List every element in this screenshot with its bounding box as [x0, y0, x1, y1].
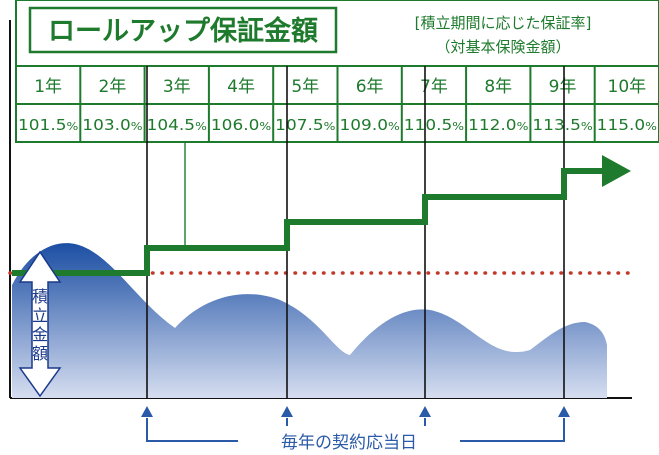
subtitle-line1: [積立期間に応じた保証率] [415, 14, 592, 32]
guarantee-rate-table: 1年 101.5 % 2年 103.0 % 3年 104.5 % 4年 106.0 % 5年 107.5%… [15, 65, 659, 143]
rate-cell: 106.0% [211, 116, 271, 134]
rate-value: 104.5 [147, 116, 195, 134]
year-cell: 6年 [356, 77, 384, 97]
year-cell: 2年 [99, 77, 127, 97]
rate-value: 110.5 [404, 116, 452, 134]
year-cell: 5年 [291, 77, 319, 97]
rate-value: 115.0 [597, 116, 645, 134]
guarantee-step-line [12, 168, 603, 276]
accumulated-amount-arrow [18, 250, 62, 398]
rate-unit: % [324, 120, 336, 133]
rate-unit: % [66, 120, 78, 133]
rate-cell: 101.5% [18, 116, 78, 134]
rate-cell: 104.5% [147, 116, 207, 134]
year-cell: 9年 [549, 77, 577, 97]
rate-value: 112.0 [468, 116, 516, 134]
accumulated-value-wave [12, 243, 607, 398]
year-cell: 8年 [484, 77, 512, 97]
title-box [28, 6, 338, 54]
year-cell: 7年 [420, 77, 448, 97]
rate-unit: % [645, 120, 657, 133]
year-cell: 10年 [608, 77, 647, 97]
rate-unit: % [259, 120, 271, 133]
accumulated-amount-char: 金 [32, 325, 48, 344]
anniversary-marker-icon [141, 406, 153, 417]
rate-cell: 103.0% [82, 116, 142, 134]
rate-value: 107.5 [275, 116, 323, 134]
rate-value: 106.0 [211, 116, 259, 134]
anniversary-marker-icon [558, 406, 570, 417]
up-down-arrow-icon [18, 250, 62, 398]
rate-value: 109.0 [340, 116, 388, 134]
anniversary-marker-icon [419, 406, 431, 417]
rate-unit: % [517, 120, 529, 133]
rate-cell: 115.0% [597, 116, 657, 134]
rate-cell: 109.0% [340, 116, 400, 134]
rate-cell: 110.5% [404, 116, 464, 134]
year-cell: 3年 [163, 77, 191, 97]
rate-cell: 113.5% [532, 116, 592, 134]
accumulated-amount-char: 額 [32, 344, 48, 363]
rate-unit: % [195, 120, 207, 133]
anniversary-marker-icon [281, 406, 293, 417]
title: ロールアップ保証金額 [48, 15, 318, 47]
rate-cell: 112.0% [468, 116, 528, 134]
rate-value: 113.5 [532, 116, 580, 134]
rate-value: 103.0 [82, 116, 130, 134]
year-cell: 1年 [34, 77, 62, 97]
year-cell: 4年 [227, 77, 255, 97]
anniversary-bracket [146, 418, 565, 442]
rate-unit: % [388, 120, 400, 133]
rate-value: 101.5 [18, 116, 66, 134]
rate-unit: % [452, 120, 464, 133]
rate-unit: % [581, 120, 593, 133]
step-arrow-head-icon [602, 155, 631, 187]
footer-label: 毎年の契約応当日 [281, 433, 417, 453]
accumulated-amount-char: 立 [32, 306, 48, 325]
subtitle-line2: （対基本保険金額） [435, 38, 570, 56]
accumulated-amount-char: 積 [32, 287, 48, 306]
rate-unit: % [131, 120, 143, 133]
